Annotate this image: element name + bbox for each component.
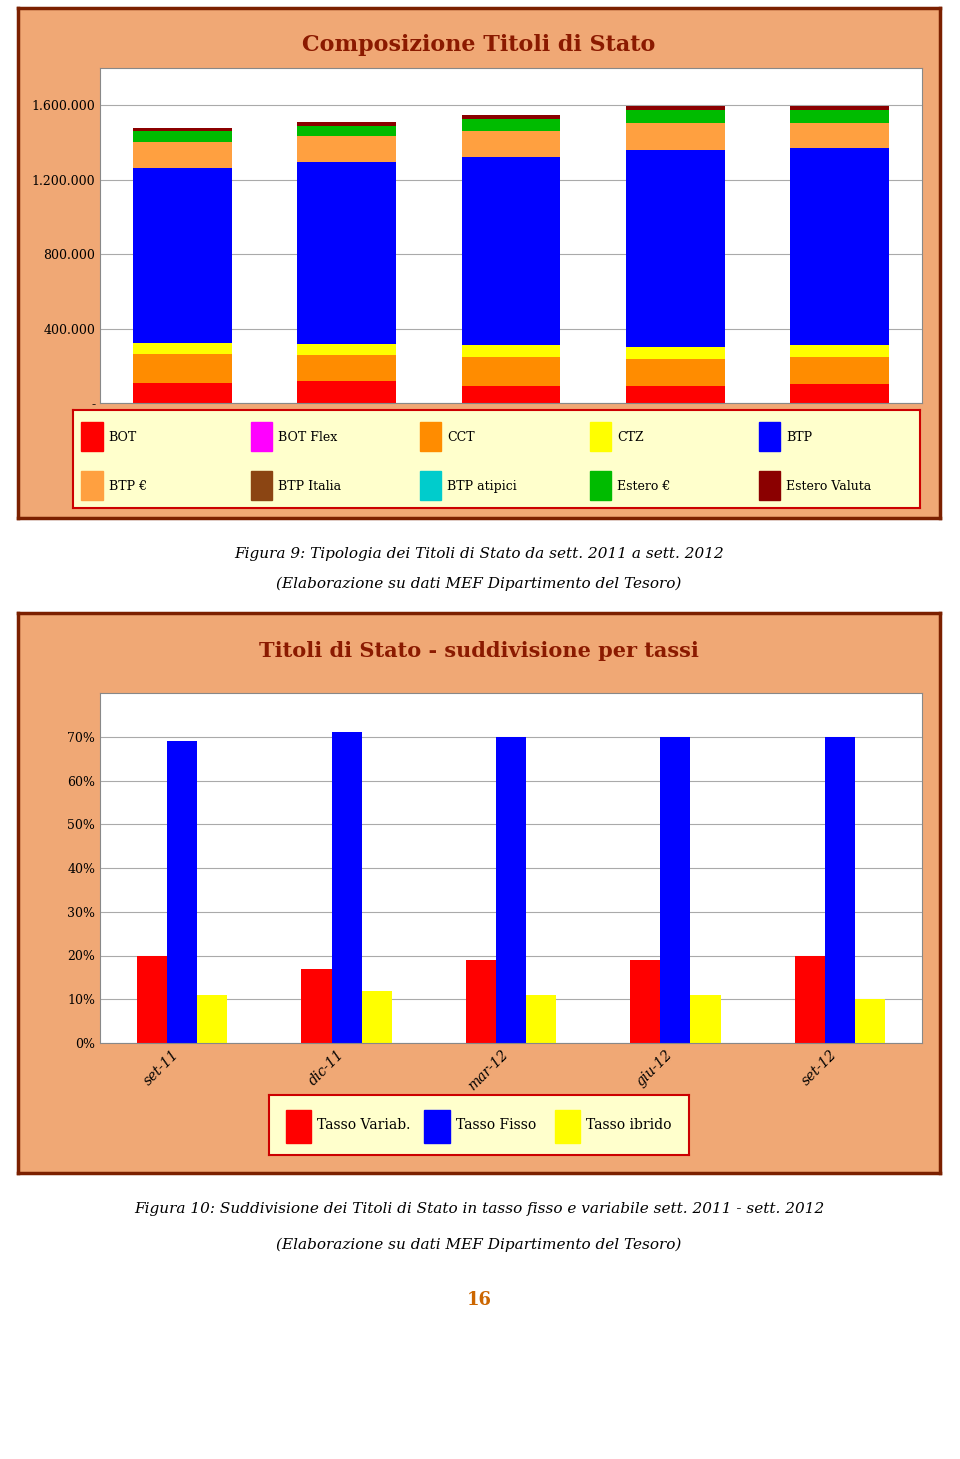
- Text: BTP €: BTP €: [108, 480, 147, 493]
- Bar: [630, 960, 660, 1043]
- Bar: [301, 969, 331, 1043]
- Bar: [759, 471, 780, 500]
- Bar: [462, 131, 561, 156]
- Bar: [298, 344, 396, 355]
- Text: BTP atipici: BTP atipici: [447, 480, 517, 493]
- Bar: [132, 142, 231, 168]
- Bar: [790, 109, 889, 123]
- Bar: [526, 995, 556, 1043]
- Text: Tasso Variab.: Tasso Variab.: [318, 1118, 411, 1132]
- Bar: [589, 471, 611, 500]
- Bar: [626, 109, 725, 123]
- Bar: [759, 422, 780, 451]
- Bar: [496, 737, 526, 1043]
- Text: (Elaborazione su dati MEF Dipartimento del Tesoro): (Elaborazione su dati MEF Dipartimento d…: [276, 578, 682, 591]
- Bar: [132, 353, 231, 382]
- Bar: [298, 123, 396, 125]
- Bar: [132, 131, 231, 142]
- Bar: [626, 347, 725, 359]
- Bar: [286, 1110, 311, 1142]
- Bar: [132, 168, 231, 343]
- Bar: [462, 156, 561, 344]
- Text: CTZ: CTZ: [616, 430, 643, 444]
- Bar: [331, 732, 362, 1043]
- Bar: [298, 136, 396, 162]
- Bar: [626, 123, 725, 150]
- Text: Figura 9: Tipologia dei Titoli di Stato da sett. 2011 a sett. 2012: Figura 9: Tipologia dei Titoli di Stato …: [234, 547, 724, 562]
- Bar: [466, 960, 496, 1043]
- Text: Tasso ibrido: Tasso ibrido: [587, 1118, 672, 1132]
- Bar: [82, 471, 103, 500]
- Bar: [790, 384, 889, 403]
- Bar: [362, 991, 392, 1043]
- Text: CCT: CCT: [447, 430, 475, 444]
- Bar: [462, 344, 561, 357]
- Bar: [825, 737, 854, 1043]
- Bar: [790, 346, 889, 357]
- Text: BTP Italia: BTP Italia: [278, 480, 341, 493]
- Bar: [589, 422, 611, 451]
- Bar: [298, 162, 396, 344]
- Bar: [462, 120, 561, 131]
- Text: Tasso Fisso: Tasso Fisso: [456, 1118, 536, 1132]
- Text: Titoli di Stato - suddivisione per tassi: Titoli di Stato - suddivisione per tassi: [259, 641, 699, 661]
- Bar: [790, 357, 889, 384]
- Bar: [626, 107, 725, 109]
- Bar: [251, 422, 272, 451]
- Text: BOT Flex: BOT Flex: [278, 430, 337, 444]
- Bar: [132, 382, 231, 403]
- Bar: [626, 387, 725, 403]
- Text: BOT: BOT: [108, 430, 137, 444]
- Bar: [167, 741, 197, 1043]
- Bar: [462, 357, 561, 385]
- Bar: [298, 381, 396, 403]
- Text: (Elaborazione su dati MEF Dipartimento del Tesoro): (Elaborazione su dati MEF Dipartimento d…: [276, 1237, 682, 1252]
- Bar: [420, 471, 442, 500]
- Bar: [298, 125, 396, 136]
- Text: Composizione Titoli di Stato: Composizione Titoli di Stato: [302, 34, 656, 55]
- Bar: [795, 956, 825, 1043]
- Bar: [132, 127, 231, 131]
- Text: BTP: BTP: [786, 430, 812, 444]
- Bar: [854, 999, 885, 1043]
- Bar: [626, 150, 725, 347]
- Bar: [660, 737, 690, 1043]
- Bar: [424, 1110, 449, 1142]
- Bar: [420, 422, 442, 451]
- Bar: [462, 115, 561, 120]
- Bar: [626, 359, 725, 387]
- Text: Estero Valuta: Estero Valuta: [786, 480, 872, 493]
- Bar: [137, 956, 167, 1043]
- Bar: [82, 422, 103, 451]
- Text: Figura 10: Suddivisione dei Titoli di Stato in tasso fisso e variabile sett. 201: Figura 10: Suddivisione dei Titoli di St…: [133, 1202, 824, 1215]
- Text: 16: 16: [467, 1291, 492, 1309]
- Bar: [790, 107, 889, 109]
- Text: Estero €: Estero €: [616, 480, 670, 493]
- Bar: [197, 995, 228, 1043]
- Bar: [298, 355, 396, 381]
- Bar: [690, 995, 721, 1043]
- Bar: [251, 471, 272, 500]
- Bar: [790, 147, 889, 346]
- Bar: [132, 343, 231, 353]
- Bar: [790, 123, 889, 147]
- Bar: [555, 1110, 580, 1142]
- Bar: [462, 387, 561, 403]
